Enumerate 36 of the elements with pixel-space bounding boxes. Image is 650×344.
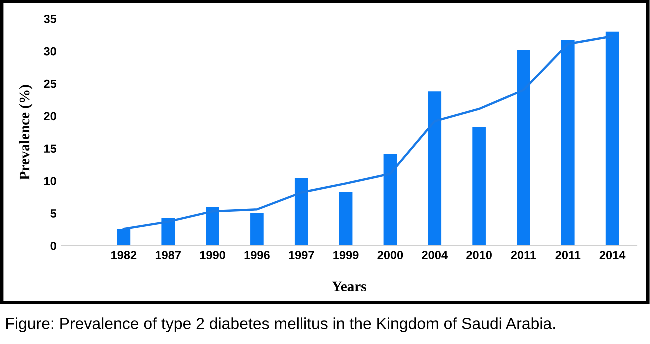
y-tick-label: 35 — [44, 14, 57, 24]
bar — [472, 127, 486, 246]
bar — [606, 32, 620, 246]
y-tick-label: 0 — [50, 242, 56, 250]
bar — [206, 207, 220, 246]
x-tick-label: 2011 — [511, 251, 536, 260]
bar — [428, 92, 442, 246]
bar — [517, 50, 530, 246]
x-tick-label: 2004 — [422, 251, 448, 260]
y-tick-label: 10 — [44, 177, 56, 186]
x-tick-label: 1987 — [156, 251, 181, 260]
text: Figure: Prevalence of type 2 diabetes mellitus in the Kingdom of Saudi Arabia. — [6, 318, 556, 333]
x-tick-label: 2010 — [466, 251, 492, 260]
bar — [250, 214, 264, 246]
bar — [384, 154, 398, 246]
x-tick-label: 1999 — [334, 251, 359, 260]
x-tick-label: 2011 — [556, 251, 581, 260]
y-tick-label: 25 — [44, 80, 57, 88]
x-tick-label: 1982 — [112, 251, 137, 260]
y-tick-label: 30 — [44, 47, 56, 56]
bar — [561, 40, 575, 246]
y-tick-label: 15 — [44, 144, 57, 154]
y-tick-label: 20 — [44, 112, 56, 121]
x-tick-label: 1990 — [200, 251, 226, 260]
y-axis-title: Prevalence (%) — [19, 85, 33, 180]
x-tick-label: 1997 — [289, 251, 314, 260]
bar — [339, 192, 353, 246]
x-tick-label: 2014 — [600, 251, 626, 260]
bar — [294, 178, 308, 246]
x-tick-label: 2000 — [378, 251, 404, 260]
bar — [117, 229, 131, 246]
bar — [162, 218, 176, 246]
x-tick-label: 1996 — [244, 251, 270, 260]
y-tick-label: 5 — [50, 210, 57, 218]
line-series — [122, 35, 614, 230]
x-axis-title: Years — [332, 282, 366, 292]
